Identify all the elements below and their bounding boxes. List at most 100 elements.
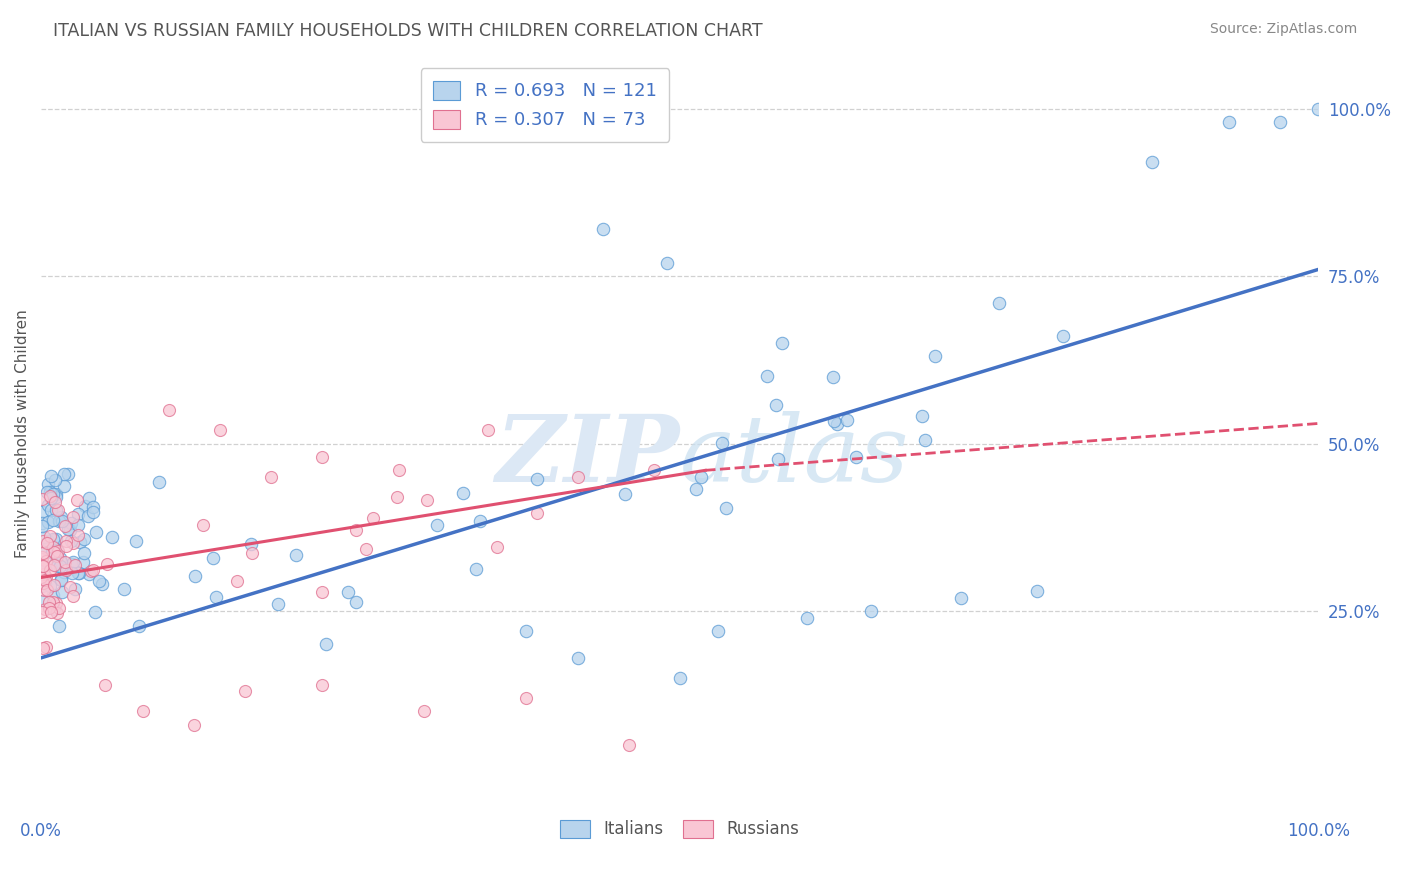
Point	[132, 705, 155, 719]
Point	[464, 562, 486, 576]
Point	[336, 584, 359, 599]
Point	[45, 491, 67, 505]
Point	[191, 518, 214, 533]
Point	[38, 484, 60, 499]
Point	[31, 571, 53, 585]
Point	[83, 605, 105, 619]
Point	[354, 542, 377, 557]
Point	[32, 530, 55, 544]
Point	[44, 541, 66, 556]
Point	[910, 409, 932, 423]
Point	[62, 557, 84, 571]
Point	[32, 558, 55, 573]
Point	[41, 503, 63, 517]
Point	[69, 534, 91, 549]
Point	[617, 738, 640, 752]
Point	[39, 491, 62, 505]
Point	[45, 549, 67, 563]
Point	[31, 492, 53, 507]
Point	[84, 524, 107, 539]
Point	[1268, 115, 1291, 129]
Point	[41, 513, 63, 527]
Point	[48, 618, 70, 632]
Point	[949, 591, 972, 605]
Point	[157, 403, 180, 417]
Point	[51, 514, 73, 528]
Text: atlas: atlas	[679, 411, 910, 501]
Point	[31, 564, 53, 578]
Point	[42, 601, 65, 615]
Point	[46, 558, 69, 573]
Point	[685, 482, 707, 496]
Point	[413, 705, 436, 719]
Point	[63, 558, 86, 572]
Point	[39, 563, 62, 577]
Point	[426, 518, 449, 533]
Point	[42, 486, 65, 500]
Point	[711, 436, 734, 450]
Point	[44, 545, 66, 559]
Point	[311, 450, 333, 464]
Point	[32, 533, 55, 548]
Point	[825, 417, 848, 431]
Point	[614, 487, 637, 501]
Point	[385, 490, 408, 504]
Point	[73, 546, 96, 560]
Point	[37, 485, 59, 500]
Point	[51, 555, 73, 569]
Point	[42, 594, 65, 608]
Point	[35, 570, 58, 584]
Point	[924, 350, 946, 364]
Point	[44, 473, 66, 487]
Point	[67, 508, 90, 522]
Point	[315, 637, 337, 651]
Point	[526, 472, 548, 486]
Point	[53, 519, 76, 533]
Point	[94, 678, 117, 692]
Point	[44, 556, 66, 570]
Point	[148, 475, 170, 489]
Point	[55, 534, 77, 549]
Point	[205, 590, 228, 604]
Point	[44, 495, 66, 509]
Point	[63, 582, 86, 596]
Point	[1052, 329, 1074, 343]
Point	[766, 452, 789, 467]
Point	[62, 535, 84, 549]
Point	[35, 640, 58, 654]
Point	[31, 563, 53, 577]
Point	[42, 588, 65, 602]
Point	[477, 423, 499, 437]
Point	[515, 624, 537, 638]
Point	[56, 522, 79, 536]
Point	[31, 559, 53, 574]
Point	[707, 624, 730, 638]
Point	[55, 563, 77, 577]
Point	[344, 523, 367, 537]
Point	[60, 566, 83, 580]
Point	[31, 505, 53, 519]
Point	[53, 555, 76, 569]
Point	[361, 510, 384, 524]
Point	[51, 510, 73, 524]
Point	[515, 691, 537, 706]
Point	[51, 572, 73, 586]
Point	[37, 536, 59, 550]
Point	[49, 559, 72, 574]
Point	[53, 565, 76, 579]
Point	[48, 514, 70, 528]
Point	[37, 476, 59, 491]
Point	[34, 602, 56, 616]
Point	[112, 582, 135, 596]
Point	[184, 568, 207, 582]
Point	[208, 423, 231, 437]
Point	[41, 545, 63, 559]
Text: ZIP: ZIP	[495, 411, 679, 501]
Point	[51, 585, 73, 599]
Point	[38, 601, 60, 615]
Point	[82, 563, 104, 577]
Point	[31, 594, 53, 608]
Point	[34, 554, 56, 568]
Point	[567, 651, 589, 665]
Point	[39, 529, 62, 543]
